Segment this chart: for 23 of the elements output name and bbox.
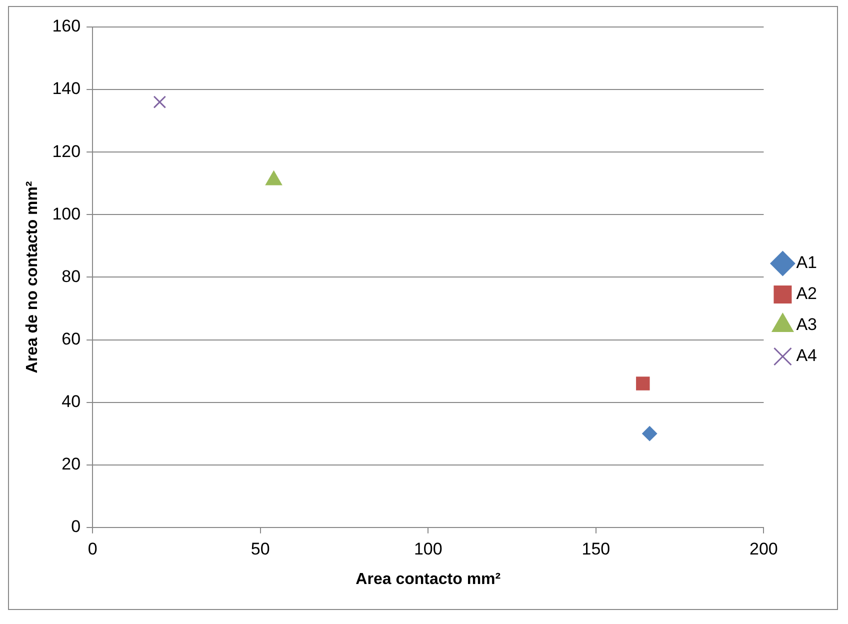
legend-label: A4 <box>796 346 818 366</box>
point <box>153 96 166 108</box>
legend-label: A2 <box>796 284 818 304</box>
x-tick-label: 50 <box>250 539 270 558</box>
x-tick-label: 200 <box>750 539 778 558</box>
y-axis-title: Area de no contacto mm² <box>24 181 42 374</box>
y-tick-label: 20 <box>62 454 81 474</box>
point <box>642 426 658 442</box>
legend-label: A3 <box>796 315 818 334</box>
x-axis-title: Area contacto mm² <box>356 570 501 588</box>
y-tick-label: 140 <box>52 79 81 98</box>
x-tick-label: 150 <box>582 539 610 558</box>
point <box>636 376 650 390</box>
y-tick-label: 160 <box>52 16 81 36</box>
y-tick-label: 120 <box>52 142 81 161</box>
y-tick-label: 0 <box>71 517 81 536</box>
y-tick-label: 80 <box>62 266 81 286</box>
y-tick-label: 60 <box>62 329 81 348</box>
y-tick-label: 40 <box>62 392 81 411</box>
y-tick-label: 100 <box>52 204 81 224</box>
legend-label: A1 <box>796 253 818 272</box>
x-tick-label: 100 <box>414 539 442 558</box>
x-tick-label: 0 <box>88 539 98 558</box>
